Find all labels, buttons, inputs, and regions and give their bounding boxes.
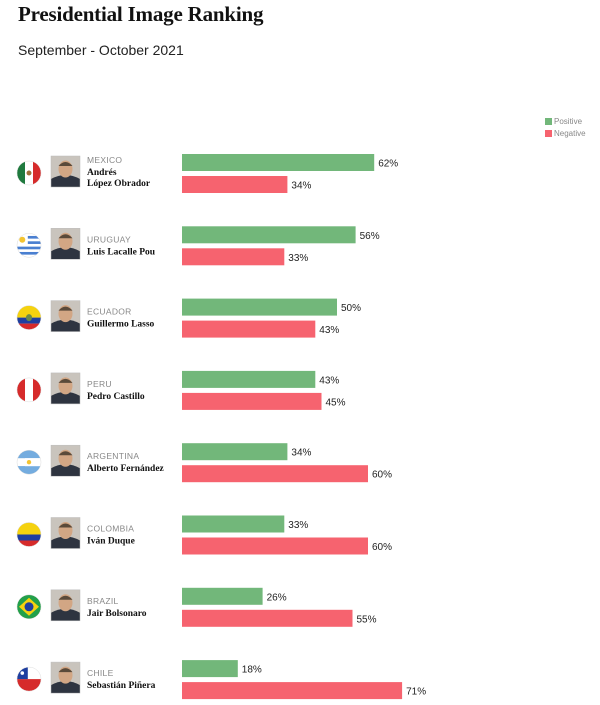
president-name: Sebastián Piñera <box>87 681 156 691</box>
row-brazil: BRAZIL Jair Bolsonaro 26% 55% <box>16 587 377 627</box>
country-label: ARGENTINA <box>87 451 139 461</box>
country-label: BRAZIL <box>87 596 119 606</box>
country-label: CHILE <box>87 668 114 678</box>
row-uruguay: URUGUAY Luis Lacalle Pou 56% 33% <box>16 226 380 266</box>
bar-negative <box>182 392 322 410</box>
value-label-positive: 50% <box>341 303 361 314</box>
castillo-portrait <box>50 372 81 405</box>
bar-negative <box>182 465 368 483</box>
bar-negative <box>182 609 353 627</box>
legend-swatch-negative <box>545 129 552 137</box>
colombia-flag-icon <box>16 522 42 547</box>
value-label-positive: 26% <box>267 592 287 603</box>
brazil-flag-icon <box>16 594 42 620</box>
lasso-portrait <box>50 300 81 332</box>
bar-negative <box>182 176 288 193</box>
country-label: MEXICO <box>87 155 122 165</box>
lacalle-pou-portrait <box>50 228 81 260</box>
legend-label-positive: Positive <box>554 116 583 126</box>
president-name: López Obrador <box>87 179 151 189</box>
bar-positive <box>182 443 288 461</box>
bar-negative <box>182 682 403 700</box>
value-label-positive: 34% <box>291 448 311 459</box>
bar-negative <box>182 537 368 555</box>
value-label-negative: 45% <box>326 397 346 408</box>
value-label-positive: 43% <box>319 375 339 386</box>
bar-positive <box>182 660 238 678</box>
value-label-negative: 43% <box>319 325 339 336</box>
chart-title: Presidential Image Ranking <box>18 2 264 26</box>
bar-positive <box>182 370 316 388</box>
value-label-positive: 18% <box>242 665 262 676</box>
country-label: COLOMBIA <box>87 524 134 534</box>
legend-item-positive: Positive <box>545 115 586 127</box>
president-name: Jair Bolsonaro <box>87 609 147 619</box>
country-label: PERU <box>87 379 112 389</box>
bar-positive <box>182 587 263 605</box>
president-name: Luis Lacalle Pou <box>87 247 156 257</box>
chart-subtitle: September - October 2021 <box>18 42 184 58</box>
uruguay-flag-icon <box>16 233 42 258</box>
bar-positive <box>182 298 337 316</box>
bar-negative <box>182 320 316 338</box>
chile-flag-icon <box>16 666 42 692</box>
argentina-flag-icon <box>16 449 42 475</box>
value-label-negative: 34% <box>291 181 311 192</box>
fernandez-portrait <box>50 444 81 477</box>
president-name: Guillermo Lasso <box>87 320 155 330</box>
pinera-portrait <box>50 661 81 694</box>
legend-swatch-positive <box>545 117 552 125</box>
president-name: Iván Duque <box>87 537 135 547</box>
row-colombia: COLOMBIA Iván Duque 33% 60% <box>16 515 392 555</box>
bar-negative <box>182 248 285 266</box>
legend-item-negative: Negative <box>545 127 586 139</box>
value-label-positive: 62% <box>378 159 398 170</box>
lopez-obrador-portrait <box>50 155 81 188</box>
president-name: Pedro Castillo <box>87 392 145 402</box>
value-label-negative: 60% <box>372 470 392 481</box>
row-chile: CHILE Sebastián Piñera 18% 71% <box>16 660 426 700</box>
value-label-positive: 56% <box>360 231 380 242</box>
ecuador-flag-icon <box>16 305 42 330</box>
duque-portrait <box>50 517 81 549</box>
country-label: URUGUAY <box>87 234 131 244</box>
bar-positive <box>182 515 285 533</box>
peru-flag-icon <box>16 377 42 403</box>
country-label: ECUADOR <box>87 307 132 317</box>
value-label-negative: 71% <box>406 687 426 698</box>
legend-label-negative: Negative <box>554 128 586 138</box>
value-label-negative: 33% <box>288 253 308 264</box>
value-label-negative: 60% <box>372 542 392 553</box>
row-peru: PERU Pedro Castillo 43% 45% <box>16 370 346 410</box>
row-ecuador: ECUADOR Guillermo Lasso 50%43% <box>16 298 361 338</box>
president-name: Andrés <box>87 168 117 178</box>
legend: Positive Negative <box>545 115 586 139</box>
mexico-flag-icon <box>16 160 42 186</box>
bar-positive <box>182 226 356 244</box>
president-name: Alberto Fernández <box>87 464 165 474</box>
row-argentina: ARGENTINA Alberto Fernández 34% 60% <box>16 443 392 483</box>
value-label-negative: 55% <box>357 614 377 625</box>
value-label-positive: 33% <box>288 520 308 531</box>
bolsonaro-portrait <box>50 589 81 622</box>
bar-positive <box>182 154 375 171</box>
